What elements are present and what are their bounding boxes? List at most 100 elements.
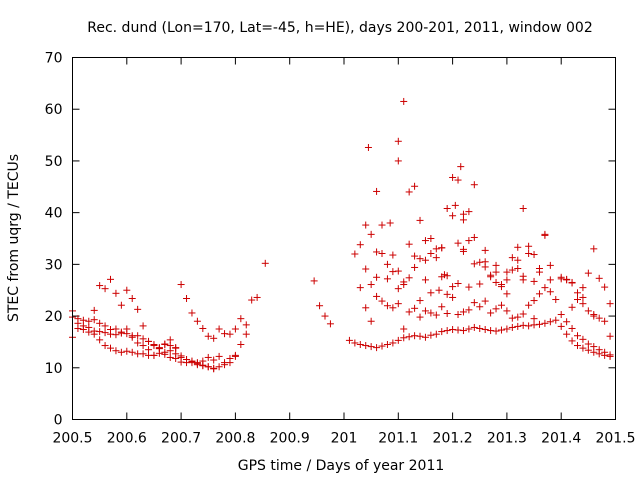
data-point xyxy=(226,330,234,338)
data-point xyxy=(107,344,115,352)
plot-frame xyxy=(72,57,616,420)
data-point xyxy=(85,317,93,325)
data-point xyxy=(443,309,451,317)
x-tick-label: 201.5 xyxy=(595,431,635,447)
data-point xyxy=(601,317,609,325)
data-point xyxy=(519,205,527,213)
data-point xyxy=(470,323,478,331)
data-point xyxy=(373,273,381,281)
data-point xyxy=(579,335,587,343)
data-point xyxy=(316,302,324,310)
data-point xyxy=(427,331,435,339)
data-point xyxy=(449,283,457,291)
data-point xyxy=(310,277,318,285)
data-point xyxy=(188,358,196,366)
data-point xyxy=(454,326,462,334)
data-point xyxy=(470,299,478,307)
data-point xyxy=(96,319,104,327)
data-point xyxy=(96,336,104,344)
data-point xyxy=(128,348,136,356)
data-point xyxy=(476,258,484,266)
data-point xyxy=(557,322,565,330)
data-point xyxy=(503,325,511,333)
data-point xyxy=(373,187,381,195)
data-point xyxy=(427,309,435,317)
data-point xyxy=(525,242,533,250)
data-point xyxy=(443,205,451,213)
data-point xyxy=(590,311,598,319)
data-point xyxy=(188,309,196,317)
data-point xyxy=(503,276,511,284)
data-point xyxy=(568,303,576,311)
data-point xyxy=(579,284,587,292)
data-point xyxy=(351,339,359,347)
data-point xyxy=(525,249,533,257)
data-point xyxy=(584,269,592,277)
data-point xyxy=(606,300,614,308)
data-point xyxy=(584,346,592,354)
data-point xyxy=(443,327,451,335)
data-point xyxy=(519,310,527,318)
data-point xyxy=(427,249,435,257)
data-point xyxy=(215,363,223,371)
data-point xyxy=(367,281,375,289)
data-point xyxy=(438,328,446,336)
data-point xyxy=(530,251,538,259)
data-point xyxy=(416,255,424,263)
data-point xyxy=(601,283,609,291)
data-point xyxy=(595,274,603,282)
data-point xyxy=(101,285,109,293)
data-point xyxy=(90,316,98,324)
data-point xyxy=(166,336,174,344)
x-tick-label: 201.2 xyxy=(433,431,473,447)
data-point xyxy=(362,342,370,350)
data-point xyxy=(117,328,125,336)
data-point xyxy=(492,278,500,286)
data-point xyxy=(421,307,429,315)
data-point xyxy=(204,363,212,371)
data-point xyxy=(117,348,125,356)
data-point xyxy=(579,344,587,352)
data-point xyxy=(470,181,478,189)
data-point xyxy=(400,334,408,342)
data-point xyxy=(242,321,250,329)
data-point xyxy=(210,334,218,342)
data-point xyxy=(449,212,457,220)
data-point xyxy=(373,344,381,352)
x-tick-label: 201.4 xyxy=(541,431,581,447)
data-point xyxy=(438,303,446,311)
data-point xyxy=(145,337,153,345)
data-point xyxy=(459,247,467,255)
data-point xyxy=(552,316,560,324)
data-point xyxy=(454,239,462,247)
data-point xyxy=(584,340,592,348)
data-point xyxy=(416,313,424,321)
data-point xyxy=(351,250,359,258)
data-point xyxy=(139,335,147,343)
data-point xyxy=(237,315,245,323)
data-point xyxy=(177,281,185,289)
data-point xyxy=(595,314,603,322)
x-axis-label: GPS time / Days of year 2011 xyxy=(238,458,445,474)
data-point xyxy=(535,264,543,272)
x-tick-label: 200.5 xyxy=(52,431,92,447)
data-point xyxy=(573,332,581,340)
data-point xyxy=(117,301,125,309)
data-point xyxy=(394,157,402,165)
data-point xyxy=(465,325,473,333)
data-point xyxy=(261,259,269,267)
data-point xyxy=(470,260,478,268)
data-point xyxy=(416,297,424,305)
data-point xyxy=(362,304,370,312)
data-point xyxy=(519,272,527,280)
data-point xyxy=(481,326,489,334)
data-points xyxy=(69,97,614,373)
data-point xyxy=(449,173,457,181)
data-point xyxy=(508,254,516,262)
data-point xyxy=(411,332,419,340)
data-point xyxy=(237,341,245,349)
data-point xyxy=(492,327,500,335)
data-point xyxy=(389,304,397,312)
data-point xyxy=(421,237,429,245)
y-tick-label: 60 xyxy=(45,102,63,118)
